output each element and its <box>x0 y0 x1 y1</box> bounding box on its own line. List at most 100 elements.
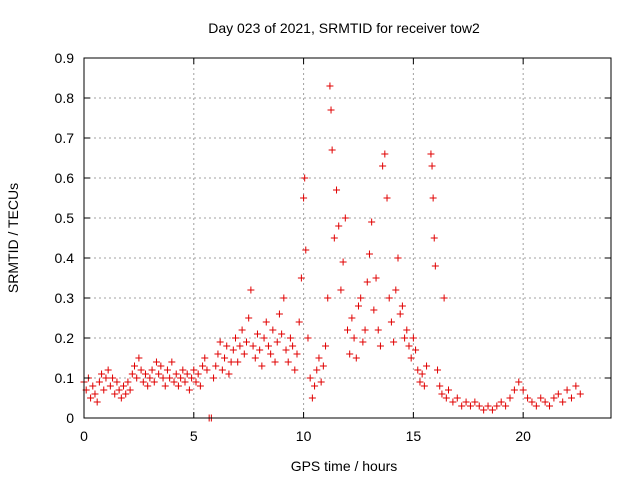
data-point <box>354 302 362 310</box>
data-point <box>407 354 415 362</box>
data-point <box>286 334 294 342</box>
data-point <box>293 350 301 358</box>
data-point <box>264 342 272 350</box>
data-point <box>385 294 393 302</box>
data-point <box>242 338 250 346</box>
data-point <box>155 370 163 378</box>
data-point <box>379 162 387 170</box>
data-point <box>458 402 466 410</box>
y-tick-label: 0.3 <box>55 290 75 306</box>
data-point <box>370 306 378 314</box>
data-point <box>159 374 167 382</box>
axis-ticks: 0 0.1 0.2 0.3 0.4 0.5 0.6 0.7 0.8 0.9 0 5 10 15 20 <box>55 50 611 444</box>
x-axis-label: GPS time / hours <box>291 458 398 474</box>
data-point <box>567 394 575 402</box>
data-point <box>416 378 424 386</box>
data-point <box>317 378 325 386</box>
data-point <box>453 394 461 402</box>
data-point <box>199 362 207 370</box>
data-point <box>466 402 474 410</box>
x-tick-label: 5 <box>190 428 198 444</box>
data-point <box>280 294 288 302</box>
data-point <box>269 326 277 334</box>
data-point <box>141 370 149 378</box>
data-point <box>133 374 141 382</box>
data-point <box>291 366 299 374</box>
data-point <box>430 234 438 242</box>
data-point <box>434 366 442 374</box>
data-point <box>98 370 106 378</box>
data-point <box>192 378 200 386</box>
data-point <box>431 262 439 270</box>
data-point <box>179 366 187 374</box>
data-point <box>359 338 367 346</box>
data-point <box>221 354 229 362</box>
data-point <box>409 334 417 342</box>
data-point <box>387 318 395 326</box>
data-point <box>445 386 453 394</box>
data-point <box>216 338 224 346</box>
data-point <box>196 382 204 390</box>
data-point <box>528 398 536 406</box>
data-point <box>201 354 209 362</box>
data-point <box>348 314 356 322</box>
data-point <box>234 358 242 366</box>
data-point <box>91 390 99 398</box>
data-point <box>390 338 398 346</box>
data-point <box>161 382 169 390</box>
data-point <box>93 398 101 406</box>
data-point <box>177 374 185 382</box>
data-point <box>122 390 130 398</box>
data-point <box>484 402 492 410</box>
data-point <box>392 286 400 294</box>
data-point <box>212 362 220 370</box>
data-point <box>113 378 121 386</box>
data-point <box>115 386 123 394</box>
data-point <box>361 326 369 334</box>
data-point <box>442 394 450 402</box>
data-point <box>126 386 134 394</box>
y-tick-label: 0.1 <box>55 370 75 386</box>
data-point <box>262 318 270 326</box>
data-point <box>273 338 281 346</box>
data-point <box>502 402 510 410</box>
data-point <box>256 346 264 354</box>
data-point <box>418 370 426 378</box>
data-point <box>249 342 257 350</box>
data-point <box>240 350 248 358</box>
y-tick-label: 0.6 <box>55 170 75 186</box>
data-point <box>462 398 470 406</box>
data-point <box>282 346 290 354</box>
data-point <box>251 354 259 362</box>
data-point <box>166 374 174 382</box>
data-point <box>339 258 347 266</box>
data-point <box>174 382 182 390</box>
data-point <box>172 370 180 378</box>
data-point <box>471 398 479 406</box>
data-point <box>403 326 411 334</box>
data-point <box>238 326 246 334</box>
x-tick-label: 0 <box>80 428 88 444</box>
data-point <box>506 394 514 402</box>
data-point <box>144 382 152 390</box>
data-point <box>275 310 283 318</box>
data-point <box>117 394 125 402</box>
data-point <box>188 374 196 382</box>
data-point <box>335 222 343 230</box>
data-point <box>124 378 132 386</box>
data-point <box>267 350 275 358</box>
data-point <box>554 390 562 398</box>
data-point <box>572 382 580 390</box>
data-point <box>258 362 266 370</box>
data-point <box>315 354 323 362</box>
data-point <box>183 370 191 378</box>
data-point <box>352 354 360 362</box>
data-point <box>480 406 488 414</box>
data-point <box>576 390 584 398</box>
data-point <box>532 402 540 410</box>
data-point <box>324 294 332 302</box>
data-point <box>515 378 523 386</box>
data-point <box>148 366 156 374</box>
data-point <box>295 318 303 326</box>
data-point <box>236 342 244 350</box>
